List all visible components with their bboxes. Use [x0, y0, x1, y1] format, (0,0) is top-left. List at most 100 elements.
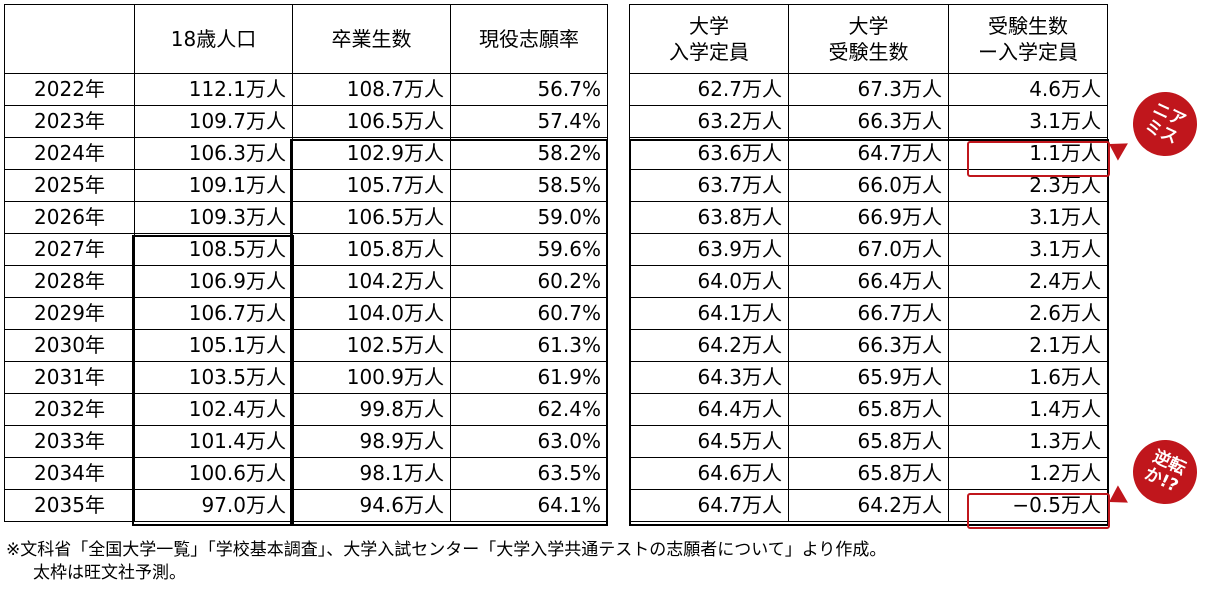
cell-year: 2032年	[4, 393, 135, 426]
population-table-row: 2033年 101.4万人 98.9万人 63.0%	[4, 425, 608, 458]
cell-capacity: 62.7万人	[629, 73, 789, 106]
cell-surplus: 3.1万人	[948, 201, 1108, 234]
cell-graduates: 104.0万人	[292, 297, 451, 330]
cell-year: 2034年	[4, 457, 135, 490]
column-header-capacity-line2: 入学定員	[669, 40, 749, 64]
cell-18yo-population: 103.5万人	[134, 361, 293, 394]
source-note: ※文科省「全国大学一覧」「学校基本調査」、大学入試センター「大学入学共通テストの…	[6, 540, 887, 560]
cell-18yo-population: 97.0万人	[134, 489, 293, 522]
cell-18yo-population: 101.4万人	[134, 425, 293, 458]
cell-application-rate: 60.2%	[450, 265, 608, 298]
admissions-table-row: 64.7万人 64.2万人 −0.5万人	[629, 489, 1108, 522]
population-table-row: 2034年 100.6万人 98.1万人 63.5%	[4, 457, 608, 490]
cell-surplus: 3.1万人	[948, 233, 1108, 266]
cell-18yo-population: 106.7万人	[134, 297, 293, 330]
admissions-table-row: 64.1万人 66.7万人 2.6万人	[629, 297, 1108, 330]
cell-application-rate: 59.0%	[450, 201, 608, 234]
cell-graduates: 106.5万人	[292, 201, 451, 234]
cell-graduates: 104.2万人	[292, 265, 451, 298]
cell-surplus: 1.3万人	[948, 425, 1108, 458]
population-table-row: 2032年 102.4万人 99.8万人 62.4%	[4, 393, 608, 426]
admissions-table-row: 63.2万人 66.3万人 3.1万人	[629, 105, 1108, 138]
cell-18yo-population: 100.6万人	[134, 457, 293, 490]
cell-capacity: 64.4万人	[629, 393, 789, 426]
admissions-table-row: 64.3万人 65.9万人 1.6万人	[629, 361, 1108, 394]
cell-18yo-population: 105.1万人	[134, 329, 293, 362]
cell-application-rate: 63.0%	[450, 425, 608, 458]
column-header-applicants-line2: 受験生数	[828, 40, 909, 64]
column-header-capacity-line1: 大学	[689, 14, 729, 38]
cell-application-rate: 58.2%	[450, 137, 608, 170]
cell-year: 2024年	[4, 137, 135, 170]
cell-year: 2028年	[4, 265, 135, 298]
cell-18yo-population: 106.9万人	[134, 265, 293, 298]
population-table-row: 2023年 109.7万人 106.5万人 57.4%	[4, 105, 608, 138]
cell-application-rate: 62.4%	[450, 393, 608, 426]
cell-18yo-population: 106.3万人	[134, 137, 293, 170]
cell-18yo-population: 112.1万人	[134, 73, 293, 106]
cell-18yo-population: 109.1万人	[134, 169, 293, 202]
column-header-capacity: 大学 入学定員	[629, 4, 789, 74]
cell-capacity: 64.3万人	[629, 361, 789, 394]
cell-surplus: 2.4万人	[948, 265, 1108, 298]
cell-capacity: 63.7万人	[629, 169, 789, 202]
cell-applicants: 65.8万人	[788, 457, 949, 490]
cell-applicants: 66.9万人	[788, 201, 949, 234]
cell-surplus: 1.2万人	[948, 457, 1108, 490]
cell-18yo-population: 108.5万人	[134, 233, 293, 266]
column-header-surplus: 受験生数 ー入学定員	[948, 4, 1108, 74]
admissions-table-row: 63.6万人 64.7万人 1.1万人	[629, 137, 1108, 170]
cell-capacity: 64.5万人	[629, 425, 789, 458]
cell-applicants: 67.3万人	[788, 73, 949, 106]
cell-application-rate: 63.5%	[450, 457, 608, 490]
admissions-table-row: 62.7万人 67.3万人 4.6万人	[629, 73, 1108, 106]
cell-application-rate: 64.1%	[450, 489, 608, 522]
population-table-row: 2024年 106.3万人 102.9万人 58.2%	[4, 137, 608, 170]
cell-year: 2033年	[4, 425, 135, 458]
population-table-row: 2027年 108.5万人 105.8万人 59.6%	[4, 233, 608, 266]
cell-graduates: 98.9万人	[292, 425, 451, 458]
admissions-table-row: 64.6万人 65.8万人 1.2万人	[629, 457, 1108, 490]
admissions-table: 大学 入学定員 大学 受験生数 受験生数 ー入学定員 62.7万人 67.3万人 4…	[629, 4, 1108, 522]
admissions-table-row: 64.0万人 66.4万人 2.4万人	[629, 265, 1108, 298]
population-table-row: 2025年 109.1万人 105.7万人 58.5%	[4, 169, 608, 202]
cell-graduates: 108.7万人	[292, 73, 451, 106]
cell-application-rate: 60.7%	[450, 297, 608, 330]
cell-graduates: 94.6万人	[292, 489, 451, 522]
column-header-graduates: 卒業生数	[292, 4, 451, 74]
cell-capacity: 63.2万人	[629, 105, 789, 138]
cell-graduates: 100.9万人	[292, 361, 451, 394]
column-header-applicants: 大学 受験生数	[788, 4, 949, 74]
cell-surplus: 4.6万人	[948, 73, 1108, 106]
population-table-row: 2029年 106.7万人 104.0万人 60.7%	[4, 297, 608, 330]
cell-surplus: −0.5万人	[948, 489, 1108, 522]
cell-graduates: 106.5万人	[292, 105, 451, 138]
cell-applicants: 66.7万人	[788, 297, 949, 330]
cell-graduates: 98.1万人	[292, 457, 451, 490]
admissions-table-row: 63.8万人 66.9万人 3.1万人	[629, 201, 1108, 234]
cell-capacity: 63.6万人	[629, 137, 789, 170]
cell-surplus: 2.1万人	[948, 329, 1108, 362]
admissions-table-row: 63.9万人 67.0万人 3.1万人	[629, 233, 1108, 266]
column-header-year	[4, 4, 135, 74]
population-table-row: 2022年 112.1万人 108.7万人 56.7%	[4, 73, 608, 106]
cell-applicants: 65.8万人	[788, 425, 949, 458]
cell-year: 2026年	[4, 201, 135, 234]
cell-applicants: 66.0万人	[788, 169, 949, 202]
cell-applicants: 65.9万人	[788, 361, 949, 394]
cell-surplus: 3.1万人	[948, 105, 1108, 138]
admissions-table-header: 大学 入学定員 大学 受験生数 受験生数 ー入学定員	[629, 4, 1108, 74]
cell-year: 2023年	[4, 105, 135, 138]
cell-surplus: 1.6万人	[948, 361, 1108, 394]
population-table-row: 2030年 105.1万人 102.5万人 61.3%	[4, 329, 608, 362]
cell-applicants: 67.0万人	[788, 233, 949, 266]
reversal-badge: 逆転 か!?	[1122, 429, 1208, 515]
admissions-table-row: 64.2万人 66.3万人 2.1万人	[629, 329, 1108, 362]
cell-capacity: 64.2万人	[629, 329, 789, 362]
cell-surplus: 2.6万人	[948, 297, 1108, 330]
cell-18yo-population: 109.3万人	[134, 201, 293, 234]
population-table-row: 2035年 97.0万人 94.6万人 64.1%	[4, 489, 608, 522]
cell-year: 2031年	[4, 361, 135, 394]
cell-surplus: 2.3万人	[948, 169, 1108, 202]
cell-capacity: 64.0万人	[629, 265, 789, 298]
